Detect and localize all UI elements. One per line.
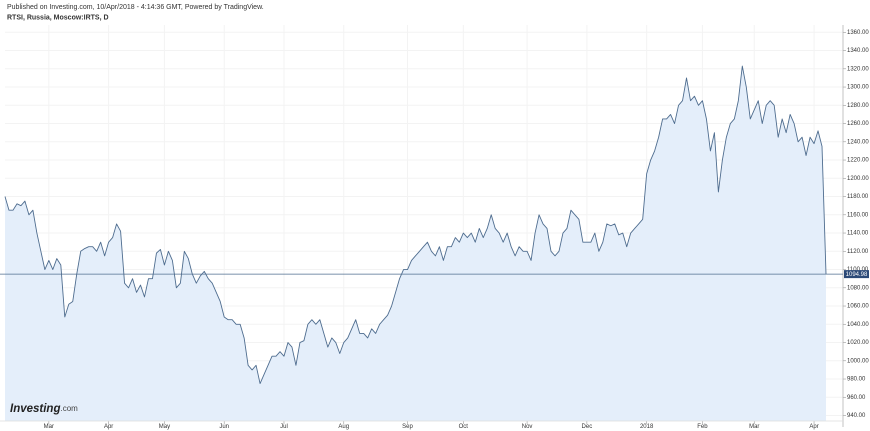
y-tick-label: 1100.00 xyxy=(847,267,869,273)
y-tick-label: 1300.00 xyxy=(847,85,869,91)
y-tick-label: 1160.00 xyxy=(847,212,869,218)
last-price-box xyxy=(844,270,869,279)
logo-name: Investing xyxy=(10,403,60,415)
y-tick-label: 1140.00 xyxy=(847,231,869,237)
y-tick-label: 1000.00 xyxy=(847,358,869,364)
logo: Investing.com xyxy=(10,403,78,415)
x-tick-label: Jul xyxy=(280,424,288,430)
x-tick-label: Aug xyxy=(338,424,349,430)
x-tick-label: Feb xyxy=(697,424,708,430)
y-tick-label: 940.00 xyxy=(847,413,866,419)
price-line xyxy=(4,65,827,385)
x-tick-label: Jun xyxy=(219,424,229,430)
chart-title: RTSI, Russia, Moscow:IRTS, D xyxy=(7,14,109,21)
y-tick-label: 1240.00 xyxy=(847,139,869,145)
y-tick-label: 980.00 xyxy=(847,377,866,383)
y-tick-label: 1180.00 xyxy=(847,194,869,200)
x-tick-label: Sep xyxy=(402,424,413,430)
logo-suffix: .com xyxy=(60,404,78,413)
chart-subtitle: Published on Investing.com, 10/Apr/2018 … xyxy=(7,4,264,11)
y-tick-label: 1340.00 xyxy=(847,48,869,54)
y-tick-label: 1320.00 xyxy=(847,66,869,72)
y-tick-label: 1080.00 xyxy=(847,285,869,291)
x-tick-label: Mar xyxy=(44,424,54,430)
y-tick-label: 1200.00 xyxy=(847,176,869,182)
y-tick-label: 1120.00 xyxy=(847,249,869,255)
x-tick-label: May xyxy=(159,424,170,430)
y-tick-label: 1020.00 xyxy=(847,340,869,346)
x-tick-label: Oct xyxy=(459,424,469,430)
y-tick-label: 960.00 xyxy=(847,395,866,401)
x-tick-label: Dec xyxy=(582,424,593,430)
x-tick-label: Apr xyxy=(104,424,113,430)
y-tick-label: 1040.00 xyxy=(847,322,869,328)
y-tick-label: 1220.00 xyxy=(847,158,869,164)
x-tick-label: Apr xyxy=(809,424,818,430)
y-tick-label: 1360.00 xyxy=(847,30,869,36)
x-tick-label: 2018 xyxy=(640,424,654,430)
y-tick-label: 1260.00 xyxy=(847,121,869,127)
last-price-label: 1094.98 xyxy=(846,272,868,278)
area-fill xyxy=(5,66,826,421)
x-tick-label: Nov xyxy=(522,424,533,430)
y-tick-label: 1060.00 xyxy=(847,304,869,310)
x-tick-label: Mar xyxy=(749,424,759,430)
y-tick-label: 1280.00 xyxy=(847,103,869,109)
